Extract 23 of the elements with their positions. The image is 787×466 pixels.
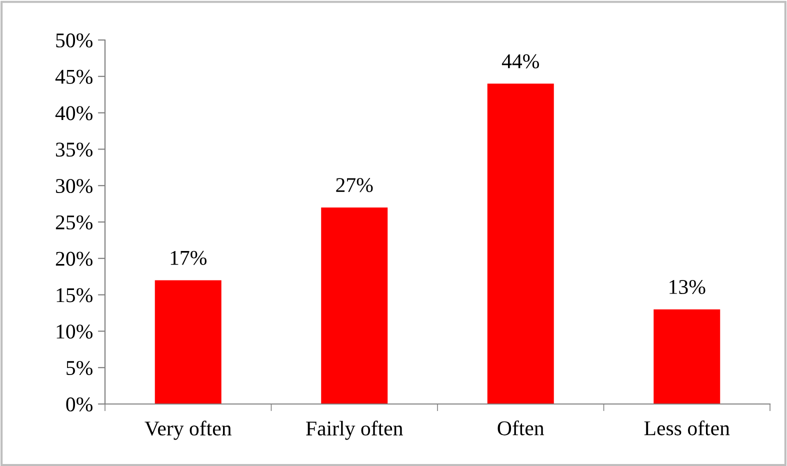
y-tick-label: 50%: [56, 33, 92, 48]
bar: [654, 309, 720, 404]
y-tick-label: 0%: [66, 397, 92, 412]
data-label: 44%: [502, 54, 540, 68]
y-tick-label: 10%: [56, 324, 92, 339]
data-label: 27%: [336, 178, 373, 192]
bar: [321, 207, 388, 404]
bar: [154, 280, 222, 404]
y-tick-label: 35%: [56, 142, 92, 157]
y-tick-label: 25%: [56, 215, 92, 230]
y-tick-label: 5%: [66, 360, 92, 376]
y-tick-label: 45%: [55, 70, 92, 84]
x-tick-label: Less often: [644, 420, 730, 436]
y-tick-label: 15%: [56, 288, 92, 302]
x-tick-label: Often: [498, 420, 544, 436]
x-tick-label: Very often: [144, 420, 232, 440]
data-label: 17%: [170, 250, 207, 265]
data-label: 13%: [670, 280, 706, 294]
y-tick-label: 40%: [55, 106, 92, 120]
y-tick-label: 20%: [56, 252, 92, 266]
x-tick-label: Fairly often: [306, 420, 403, 440]
bar: [487, 84, 554, 404]
y-tick-label: 30%: [56, 178, 92, 194]
